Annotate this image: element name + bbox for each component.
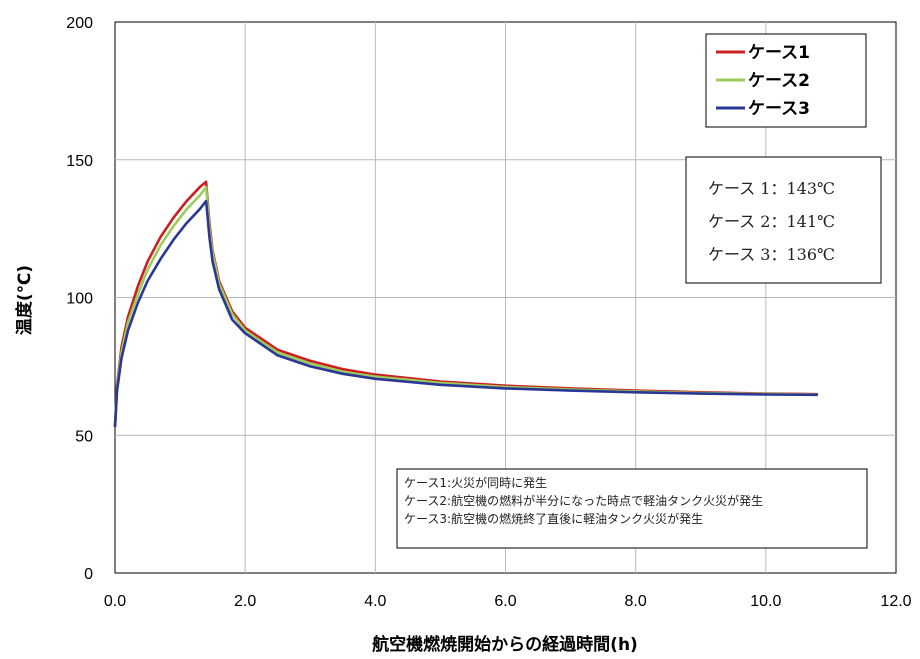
x-tick-label: 4.0 (364, 593, 386, 610)
y-tick-label: 100 (66, 291, 93, 308)
x-axis-title: 航空機燃焼開始からの経過時間(h) (372, 634, 638, 655)
legend-label-1: ケース1 (748, 43, 810, 63)
note-line: ケース1:火災が同時に発生 (404, 475, 547, 490)
series-layer (113, 180, 818, 428)
series-line-3 (113, 199, 818, 428)
y-tick-label: 200 (66, 15, 93, 32)
notes-box: ケース1:火災が同時に発生ケース2:航空機の燃料が半分になった時点で軽油タンク火… (396, 468, 868, 549)
note-line: ケース3:航空機の燃焼終了直後に軽油タンク火災が発生 (404, 511, 703, 526)
legend: ケース1 ケース2 ケース3 (705, 33, 867, 128)
note-line: ケース2:航空機の燃料が半分になった時点で軽油タンク火災が発生 (404, 493, 763, 508)
y-tick-label: 0 (84, 566, 93, 583)
max-temperature-line: ケース 1：143℃ (708, 179, 835, 198)
max-temperature-line: ケース 3：136℃ (708, 245, 835, 264)
legend-label-3: ケース3 (748, 99, 810, 119)
y-tick-label: 150 (66, 153, 93, 170)
x-tick-label: 12.0 (880, 593, 911, 610)
max-temperature-box-frame (685, 156, 882, 284)
x-tick-label: 0.0 (104, 593, 126, 610)
x-tick-label: 2.0 (234, 593, 256, 610)
y-tick-label: 50 (75, 428, 93, 445)
legend-label-2: ケース2 (748, 71, 810, 91)
x-tick-label: 8.0 (625, 593, 647, 610)
x-tick-label: 6.0 (494, 593, 516, 610)
x-axis-ticks: 0.0 2.0 4.0 6.0 8.0 10.0 12.0 (104, 593, 912, 610)
y-axis-ticks: 0 50 100 150 200 (66, 15, 93, 583)
x-tick-label: 10.0 (750, 593, 781, 610)
max-temperature-line: ケース 2：141℃ (708, 212, 835, 231)
max-temperature-box: ケース 1：143℃ ケース 2：141℃ ケース 3：136℃ (685, 156, 882, 284)
notes-box-frame (396, 468, 868, 549)
y-axis-title: 温度(℃) (14, 265, 35, 335)
